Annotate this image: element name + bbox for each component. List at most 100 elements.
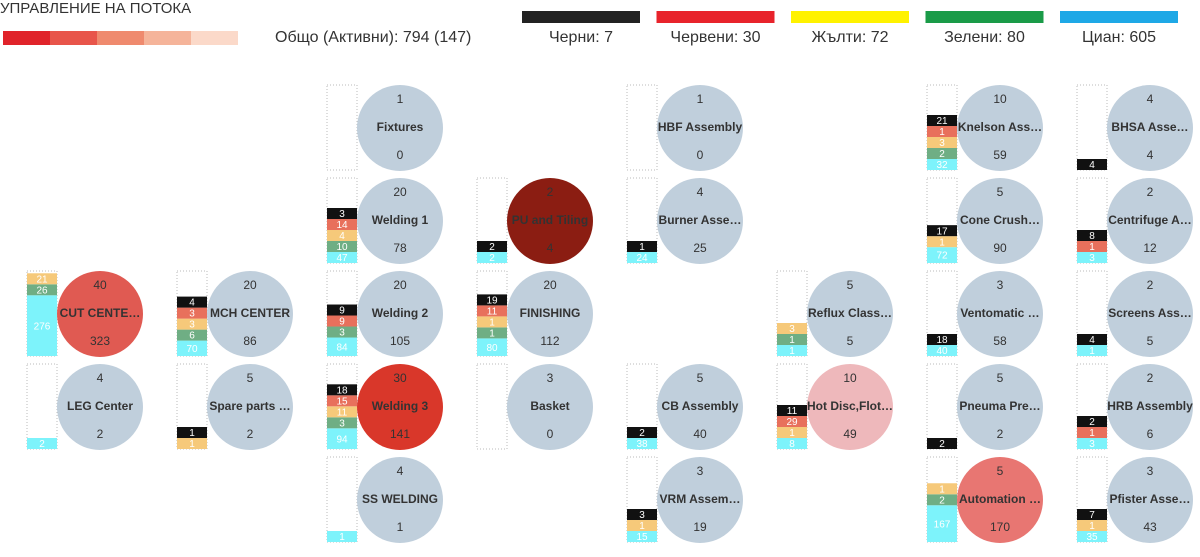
scale-swatch: [50, 31, 97, 45]
station-circle: [1107, 271, 1193, 357]
bar-segment: [177, 307, 207, 319]
station-circle: [357, 85, 443, 171]
bar-segment: [627, 252, 657, 263]
segment-label: 47: [336, 253, 348, 264]
segment-label: 2: [639, 428, 645, 439]
bar-segment: [27, 273, 57, 285]
station-name: Welding 1: [372, 213, 429, 227]
segment-label: 18: [936, 335, 948, 346]
segment-label: 3: [339, 328, 345, 339]
station-circle: [357, 457, 443, 543]
legend-label: Черни: 7: [549, 29, 613, 46]
legend-label: Циан: 605: [1082, 29, 1156, 46]
bar-segment: [327, 428, 357, 449]
bar-segment: [477, 305, 507, 317]
station-top: 20: [243, 278, 257, 292]
station-name: CB Assembly: [662, 399, 739, 413]
bar-segment: [1077, 252, 1107, 263]
bar-segment: [327, 219, 357, 230]
segment-label: 9: [339, 306, 345, 317]
station-top: 1: [697, 92, 704, 106]
segment-label: 9: [339, 317, 345, 328]
segment-label: 40: [936, 346, 948, 357]
bar-segment: [927, 494, 957, 506]
bar-segment: [477, 241, 507, 252]
legend-bar: [791, 11, 909, 23]
station-circle: [207, 364, 293, 450]
bar-segment: [27, 284, 57, 296]
station-circle: [1107, 364, 1193, 450]
station-name: HRB Assembly: [1107, 399, 1193, 413]
legend-label: Зелени: 80: [944, 29, 1025, 46]
station-bottom: 59: [993, 148, 1007, 162]
station-bottom: 105: [390, 334, 410, 348]
bar-segment: [327, 326, 357, 338]
station-bottom: 49: [843, 427, 857, 441]
segment-label: 2: [39, 439, 45, 450]
station-circle: [657, 364, 743, 450]
station-name: Spare parts …: [209, 399, 290, 413]
legend-label: Жълти: 72: [811, 29, 888, 46]
station-circle: [657, 85, 743, 171]
station-bottom: 58: [993, 334, 1007, 348]
bar-segment: [777, 334, 807, 345]
station-top: 2: [547, 185, 554, 199]
bar-segment: [1077, 509, 1107, 520]
segment-label: 1: [1089, 428, 1095, 439]
station-name: MCH CENTER: [210, 306, 290, 320]
station-circle: [357, 271, 443, 357]
station-name: Hot Disc,Flot…: [807, 399, 893, 413]
station-bottom: 112: [540, 334, 559, 348]
total-count: Общо (Активни): 794 (147): [275, 29, 471, 46]
station-name: CUT CENTE…: [60, 306, 141, 320]
bar-segment: [1077, 416, 1107, 427]
station-bottom: 2: [247, 427, 254, 441]
station-name: Pneuma Pre…: [959, 399, 1040, 413]
bar-segment: [1077, 427, 1107, 438]
station-top: 3: [997, 278, 1004, 292]
segment-label: 38: [636, 439, 648, 450]
station-name: BHSA Asse…: [1111, 120, 1188, 134]
station-top: 2: [1147, 278, 1154, 292]
station-name: Screens Ass…: [1108, 306, 1192, 320]
legend-bar: [1060, 11, 1178, 23]
station-circle: [207, 271, 293, 357]
segment-label: 10: [336, 242, 348, 253]
bar-segment: [627, 427, 657, 438]
station-bottom: 12: [1143, 241, 1157, 255]
bar-segment: [27, 295, 57, 356]
bar-segment: [777, 427, 807, 438]
segment-label: 4: [339, 231, 345, 242]
station-circle: [57, 271, 143, 357]
segment-label: 4: [1089, 335, 1095, 346]
bar-segment: [627, 531, 657, 542]
segment-label: 80: [486, 343, 498, 354]
station-circle: [507, 364, 593, 450]
scale-swatch: [144, 31, 191, 45]
bar-segment: [627, 509, 657, 520]
bar-segment: [177, 427, 207, 438]
segment-label: 1: [639, 242, 645, 253]
segment-label: 1: [789, 346, 795, 357]
segment-label: 26: [36, 285, 48, 296]
bar-segment: [327, 241, 357, 252]
bar-segment: [927, 137, 957, 148]
segment-label: 3: [789, 324, 795, 335]
station-circle: [957, 271, 1043, 357]
bar-segment: [177, 329, 207, 341]
station-name: Burner Asse…: [659, 213, 742, 227]
bar-frame: [26, 363, 58, 450]
bar-segment: [927, 438, 957, 449]
segment-label: 11: [487, 307, 498, 318]
segment-label: 1: [639, 521, 645, 532]
scale-swatch: [191, 31, 238, 45]
bar-segment: [177, 296, 207, 308]
bar-segment: [927, 505, 957, 542]
bar-segment: [1077, 334, 1107, 345]
station-bottom: 0: [547, 427, 554, 441]
segment-label: 3: [939, 138, 945, 149]
station-name: SS WELDING: [362, 492, 438, 506]
station-name: Welding 3: [372, 399, 429, 413]
segment-label: 167: [934, 519, 951, 530]
bar-segment: [477, 327, 507, 339]
